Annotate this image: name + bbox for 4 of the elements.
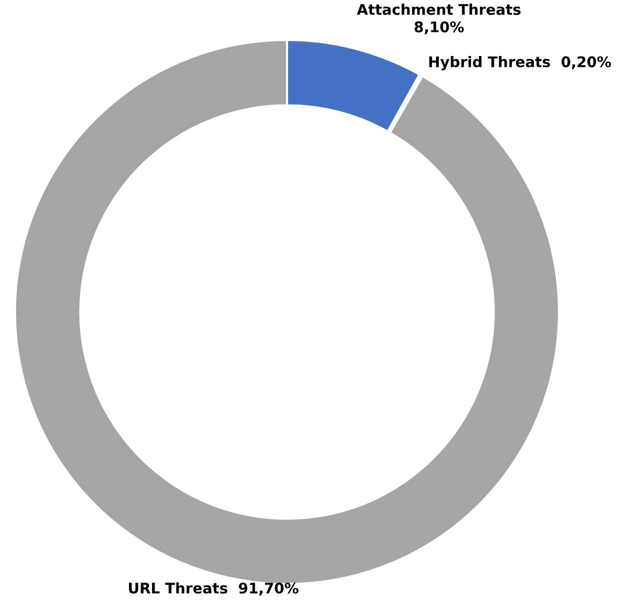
data-label: 8,10% — [414, 21, 464, 34]
slice-label: URL Threats 91,70% — [128, 582, 298, 596]
slice-label: Hybrid Threats 0,20% — [429, 56, 611, 70]
slice-label: Attachment Threats — [356, 4, 521, 15]
